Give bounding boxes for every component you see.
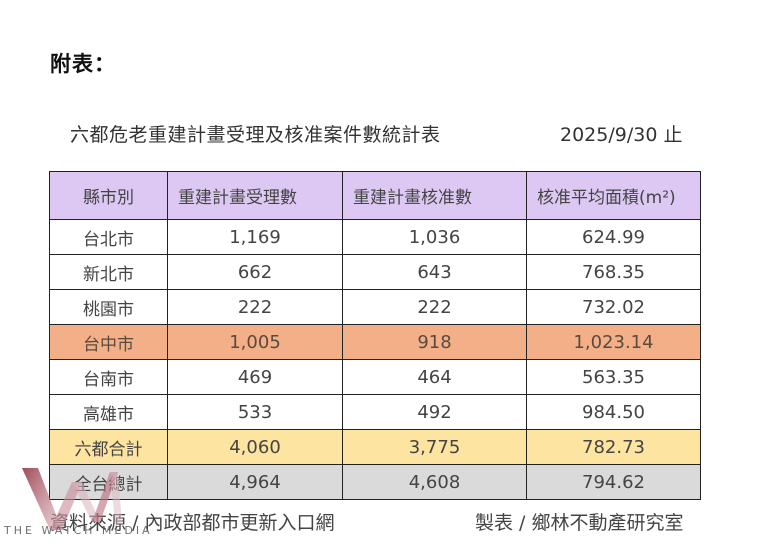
cell-city: 新北市 xyxy=(49,254,168,290)
cell-city: 台北市 xyxy=(49,219,168,255)
table-row-highlighted: 台中市 1,005 918 1,023.14 xyxy=(49,324,701,360)
cell-city: 六都合計 xyxy=(49,429,168,465)
cell-received: 1,169 xyxy=(167,219,343,255)
cell-city: 台中市 xyxy=(49,324,168,360)
table-row-six-city-total: 六都合計 4,060 3,775 782.73 xyxy=(49,429,701,465)
cell-received: 222 xyxy=(167,289,343,325)
cell-city: 桃園市 xyxy=(49,289,168,325)
producer-note: 製表 / 鄉林不動產研究室 xyxy=(475,512,684,534)
cell-approved: 918 xyxy=(342,324,527,360)
cell-approved: 1,036 xyxy=(342,219,527,255)
cell-approved: 492 xyxy=(342,394,527,430)
as-of-date: 2025/9/30 止 xyxy=(560,124,683,146)
header-city: 縣市別 xyxy=(49,171,168,220)
table-row: 台南市 469 464 563.35 xyxy=(49,359,701,395)
cell-avg-area: 624.99 xyxy=(526,219,701,255)
watermark-text: THE WATCH MEDIA xyxy=(4,524,153,537)
cell-avg-area: 1,023.14 xyxy=(526,324,701,360)
table-row: 新北市 662 643 768.35 xyxy=(49,254,701,290)
cell-approved: 3,775 xyxy=(342,429,527,465)
cell-city: 高雄市 xyxy=(49,394,168,430)
header-avg-area: 核准平均面積(m²) xyxy=(526,171,701,220)
cell-avg-area: 563.35 xyxy=(526,359,701,395)
table-row: 台北市 1,169 1,036 624.99 xyxy=(49,219,701,255)
table-row-national-total: 全台總計 4,964 4,608 794.62 xyxy=(49,464,701,500)
statistics-table: 縣市別 重建計畫受理數 重建計畫核准數 核准平均面積(m²) 台北市 1,169… xyxy=(49,171,701,500)
cell-received: 469 xyxy=(167,359,343,395)
cell-received: 662 xyxy=(167,254,343,290)
cell-approved: 4,608 xyxy=(342,464,527,500)
cell-received: 1,005 xyxy=(167,324,343,360)
cell-received: 533 xyxy=(167,394,343,430)
table-title: 六都危老重建計畫受理及核准案件數統計表 xyxy=(70,124,441,146)
header-received: 重建計畫受理數 xyxy=(167,171,343,220)
cell-city: 全台總計 xyxy=(49,464,168,500)
cell-avg-area: 782.73 xyxy=(526,429,701,465)
cell-approved: 222 xyxy=(342,289,527,325)
page-heading: 附表： xyxy=(50,52,116,76)
cell-approved: 464 xyxy=(342,359,527,395)
cell-received: 4,060 xyxy=(167,429,343,465)
header-approved: 重建計畫核准數 xyxy=(342,171,527,220)
cell-city: 台南市 xyxy=(49,359,168,395)
table-row: 高雄市 533 492 984.50 xyxy=(49,394,701,430)
cell-avg-area: 794.62 xyxy=(526,464,701,500)
cell-avg-area: 984.50 xyxy=(526,394,701,430)
cell-avg-area: 768.35 xyxy=(526,254,701,290)
cell-approved: 643 xyxy=(342,254,527,290)
table-header-row: 縣市別 重建計畫受理數 重建計畫核准數 核准平均面積(m²) xyxy=(49,171,701,220)
cell-received: 4,964 xyxy=(167,464,343,500)
cell-avg-area: 732.02 xyxy=(526,289,701,325)
table-row: 桃園市 222 222 732.02 xyxy=(49,289,701,325)
